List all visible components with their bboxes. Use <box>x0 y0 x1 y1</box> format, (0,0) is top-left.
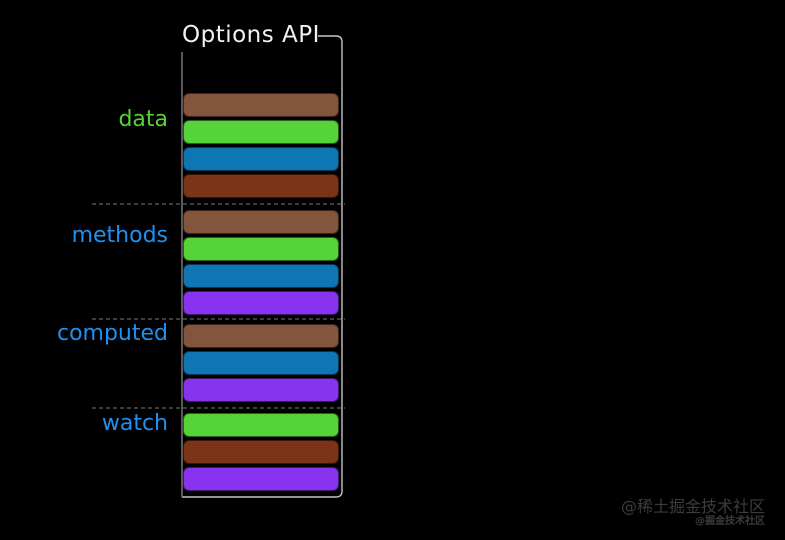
section-label-data: data <box>118 107 168 132</box>
bar-methods-brown <box>183 210 339 234</box>
bar-watch-purple <box>183 467 339 491</box>
bar-computed-purple <box>183 378 339 402</box>
bar-methods-blue <box>183 264 339 288</box>
bar-watch-rust <box>183 440 339 464</box>
section-label-methods: methods <box>71 223 168 248</box>
section-label-watch: watch <box>101 411 168 436</box>
bar-watch-green <box>183 413 339 437</box>
bar-data-green <box>183 120 339 144</box>
bar-computed-brown <box>183 324 339 348</box>
bar-data-rust <box>183 174 339 198</box>
bar-data-brown <box>183 93 339 117</box>
section-label-computed: computed <box>56 321 168 346</box>
bar-methods-purple <box>183 291 339 315</box>
bar-methods-green <box>183 237 339 261</box>
diagram-title: Options API <box>182 22 320 48</box>
watermark-secondary: @掘金技术社区 <box>695 516 765 527</box>
watermark-primary: @稀土掘金技术社区 <box>620 497 765 516</box>
bar-data-blue <box>183 147 339 171</box>
bar-computed-blue <box>183 351 339 375</box>
watermark: @稀土掘金技术社区 @掘金技术社区 <box>620 497 765 528</box>
